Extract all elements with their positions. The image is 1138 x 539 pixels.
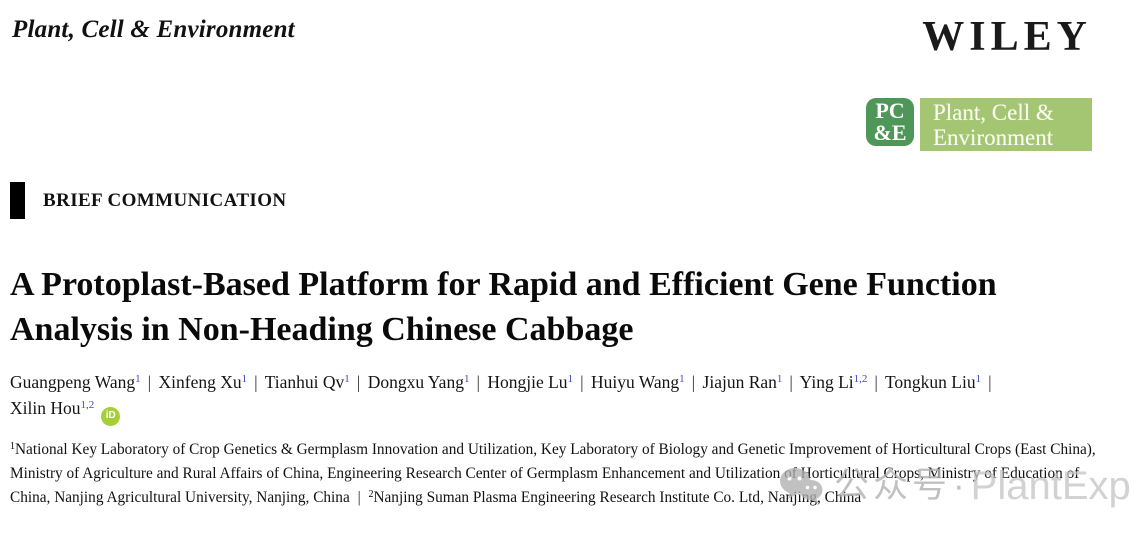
banner-line1: Plant, Cell & xyxy=(933,99,1054,125)
author: Dongxu Yang1 | xyxy=(368,372,483,392)
author: Tianhui Qv1 | xyxy=(265,372,364,392)
author-name: Dongxu Yang xyxy=(367,372,464,392)
author: Guangpeng Wang1 | xyxy=(10,372,154,392)
author-affiliation-superscript: 1 xyxy=(241,373,248,385)
article-category-row: BRIEF COMMUNICATION xyxy=(10,182,287,219)
affiliation-superscript: 1 xyxy=(10,441,15,452)
journal-monogram-icon: PC &E xyxy=(866,98,914,146)
author: Xinfeng Xu1 | xyxy=(159,372,261,392)
author-separator: | xyxy=(789,372,793,392)
author-affiliation-superscript: 1,2 xyxy=(80,399,95,411)
affiliation-text: National Key Laboratory of Crop Genetics… xyxy=(10,441,1096,506)
author: Xilin Hou1,2 iD xyxy=(10,398,121,426)
author-name: Hongjie Lu xyxy=(487,372,568,392)
author: Jiajun Ran1 | xyxy=(703,372,796,392)
wiley-logo: WILEY xyxy=(922,14,1092,60)
author-name: Ying Li xyxy=(799,372,854,392)
article-title: A Protoplast-Based Platform for Rapid an… xyxy=(10,266,997,348)
affiliation-superscript: 2 xyxy=(368,489,374,500)
affiliation-separator: | xyxy=(353,489,365,506)
author-separator: | xyxy=(691,372,696,392)
author: Hongjie Lu1 | xyxy=(487,372,586,392)
author-separator: | xyxy=(476,372,480,392)
author-separator: | xyxy=(147,372,152,392)
author-affiliation-superscript: 1 xyxy=(679,373,685,385)
banner-line2: Environment xyxy=(933,124,1054,150)
author-list: Guangpeng Wang1 | Xinfeng Xu1 | Tianhui Qv… xyxy=(10,369,1098,426)
author-name: Jiajun Ran xyxy=(702,372,777,392)
author-affiliation-superscript: 1 xyxy=(344,373,350,385)
author-name: Huiyu Wang xyxy=(590,372,680,392)
author-name: Guangpeng Wang xyxy=(10,372,136,392)
affiliations: 1National Key Laboratory of Crop Genetic… xyxy=(10,438,1096,510)
author-separator: | xyxy=(254,372,258,392)
affiliation-text: Nanjing Suman Plasma Engineering Researc… xyxy=(373,489,862,506)
author-affiliation-superscript: 1 xyxy=(135,373,141,385)
author: Huiyu Wang1 | xyxy=(591,372,698,392)
journal-badge: PC &E Plant, Cell & Environment xyxy=(866,98,1092,151)
author-separator: | xyxy=(988,372,992,392)
category-bar-decoration xyxy=(10,182,25,219)
author-name: Tongkun Liu xyxy=(884,372,976,392)
author-name: Tianhui Qv xyxy=(264,372,345,392)
author-name: Xilin Hou xyxy=(10,398,81,418)
author-separator: | xyxy=(356,372,361,392)
author-affiliation-superscript: 1 xyxy=(776,373,783,385)
author: Ying Li1,2 | xyxy=(800,372,881,392)
monogram-bottom: &E xyxy=(873,120,907,145)
author-affiliation-superscript: 1 xyxy=(975,373,982,385)
author: Tongkun Liu1 | xyxy=(885,372,995,392)
journal-name: Plant, Cell & Environment xyxy=(12,16,295,43)
author-separator: | xyxy=(874,372,878,392)
article-category: BRIEF COMMUNICATION xyxy=(43,189,287,211)
author-affiliation-superscript: 1 xyxy=(567,373,574,385)
author-name: Xinfeng Xu xyxy=(158,372,242,392)
author-affiliation-superscript: 1 xyxy=(463,373,470,385)
orcid-icon[interactable]: iD xyxy=(101,406,121,426)
author-separator: | xyxy=(580,372,584,392)
monogram-top: PC xyxy=(875,98,905,123)
author-affiliation-superscript: 1,2 xyxy=(853,373,868,385)
journal-banner: Plant, Cell & Environment xyxy=(920,98,1092,151)
